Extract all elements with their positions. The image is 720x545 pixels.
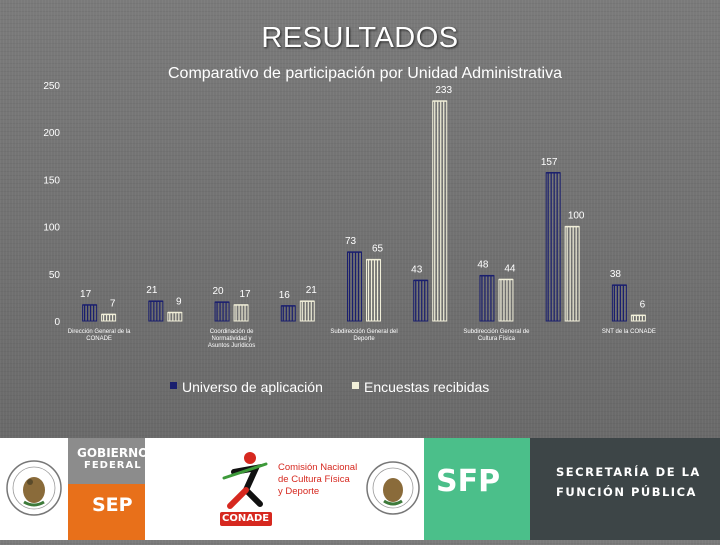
y-tick-label: 0 xyxy=(54,317,60,328)
data-label: 6 xyxy=(640,299,646,310)
data-label: 17 xyxy=(239,289,251,300)
y-axis: 0 50 100 150 200 250 xyxy=(43,81,60,328)
sfp-label: SFP xyxy=(436,464,501,499)
x-tick-label: Dirección General de la CONADE xyxy=(68,329,131,342)
footer-logos: GOBIERNO FEDERAL SEP CONADE Comisión Nac… xyxy=(0,438,720,540)
y-tick-label: 50 xyxy=(49,270,61,281)
data-label: 20 xyxy=(212,286,224,297)
data-label: 48 xyxy=(477,260,489,271)
x-tick-label: Coordinación de Normatividad y Asuntos Jur… xyxy=(208,329,255,349)
x-tick-label: SNT de la CONADE xyxy=(602,329,656,335)
gobierno-line2: FEDERAL xyxy=(84,460,142,471)
conade-label: CONADE xyxy=(222,513,270,524)
conade-line2: de Cultura Física xyxy=(278,474,350,485)
data-label: 73 xyxy=(345,236,357,247)
data-label: 16 xyxy=(279,290,291,301)
data-label: 17 xyxy=(80,289,92,300)
data-label: 157 xyxy=(541,157,558,168)
data-label: 21 xyxy=(146,285,158,296)
data-label: 100 xyxy=(568,211,585,222)
sep-label: SEP xyxy=(92,494,133,516)
gobierno-line1: GOBIERNO xyxy=(77,446,149,460)
data-label: 65 xyxy=(372,244,384,255)
x-axis-labels: Dirección General de la CONADE Coordinació… xyxy=(68,329,656,349)
y-tick-label: 200 xyxy=(43,128,60,139)
mexican-seal-icon xyxy=(6,460,62,516)
conade-logo-icon xyxy=(220,452,272,526)
legend-label-1: Encuestas recibidas xyxy=(364,379,489,395)
x-tick-label: Subdirección General de Cultura Física xyxy=(463,329,530,342)
y-tick-label: 150 xyxy=(43,175,60,186)
x-tick-label: Subdirección General del Deporte xyxy=(330,329,397,342)
sfp-line2: FUNCIÓN PÚBLICA xyxy=(556,485,697,499)
data-label: 7 xyxy=(110,298,116,309)
conade-block: CONADE Comisión Nacional de Cultura Físi… xyxy=(200,438,360,540)
page-title: RESULTADOS xyxy=(261,22,459,54)
legend-swatch-1 xyxy=(352,382,359,389)
sfp-seal-block xyxy=(362,438,424,540)
data-label: 38 xyxy=(610,269,622,280)
sep-block: SEP xyxy=(68,484,145,540)
legend-label-0: Universo de aplicación xyxy=(182,379,323,395)
y-tick-label: 100 xyxy=(43,223,60,234)
data-label: 9 xyxy=(176,297,182,308)
sfp-name-block: SECRETARÍA DE LA FUNCIÓN PÚBLICA xyxy=(530,438,720,540)
sfp-line1: SECRETARÍA DE LA xyxy=(556,465,701,479)
sfp-block: SFP xyxy=(424,438,530,540)
gobierno-seal-block xyxy=(0,438,68,540)
conade-line3: y Deporte xyxy=(278,486,320,497)
data-label: 233 xyxy=(435,85,452,96)
data-label: 21 xyxy=(306,285,318,296)
conade-name: Comisión Nacional de Cultura Física y De… xyxy=(278,462,357,498)
mexican-seal-icon xyxy=(366,461,420,515)
data-label: 44 xyxy=(504,263,516,274)
data-label: 43 xyxy=(411,264,423,275)
bar-chart: Comparativo de participación por Unidad … xyxy=(43,65,656,395)
conade-line1: Comisión Nacional xyxy=(278,462,358,473)
bars: 17 21 20 16 73 43 48 157 38 7 9 17 21 65 233 44 100 6 xyxy=(80,85,646,322)
legend-swatch-0 xyxy=(170,382,177,389)
y-tick-label: 250 xyxy=(43,81,60,92)
chart-title: Comparativo de participación por Unidad … xyxy=(168,65,562,82)
legend: Universo de aplicación Encuestas recibida… xyxy=(170,379,489,395)
